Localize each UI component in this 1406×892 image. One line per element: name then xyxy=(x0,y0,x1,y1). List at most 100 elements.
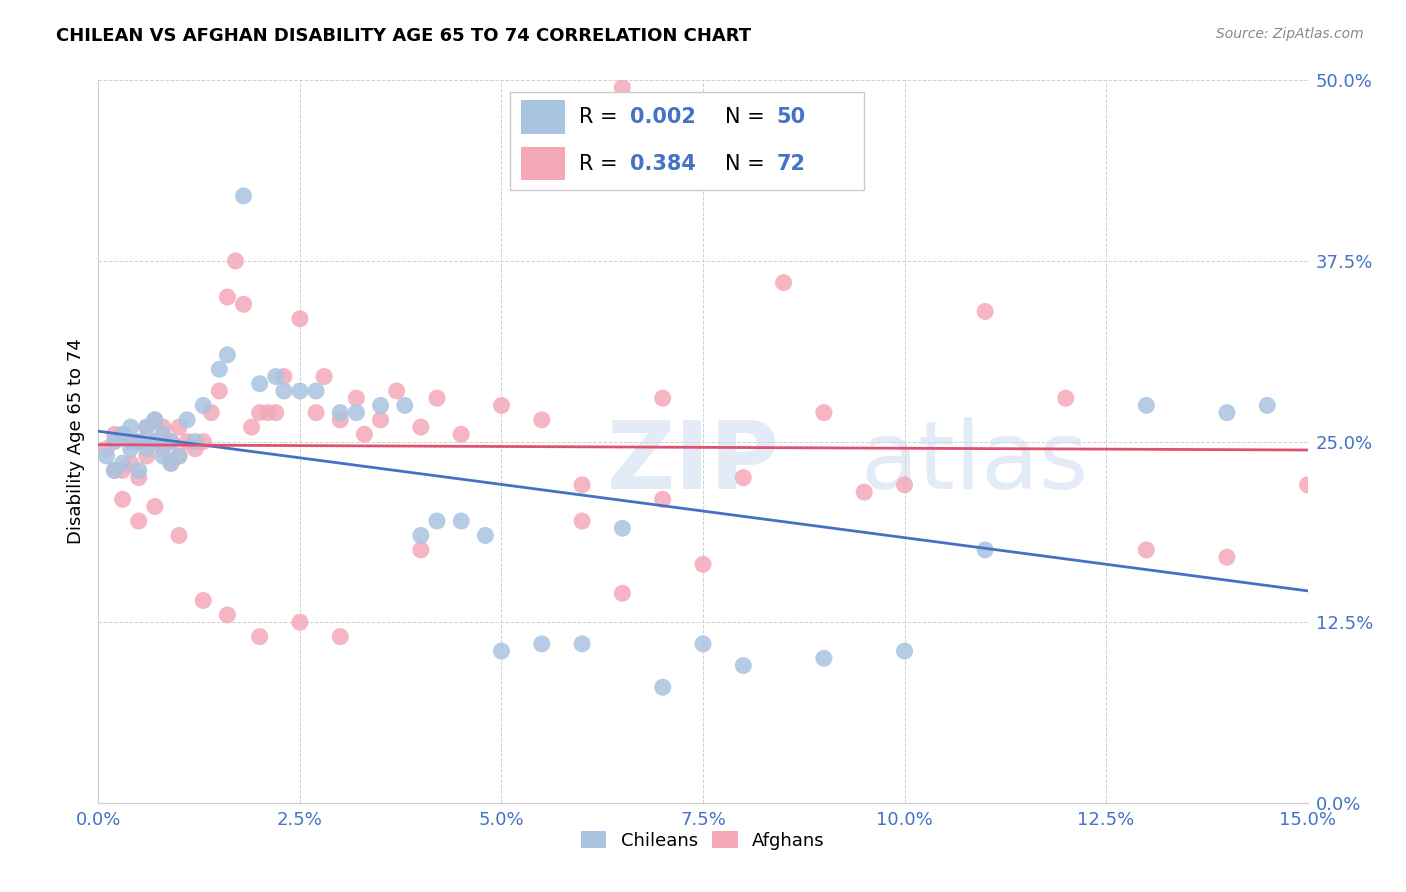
Bar xyxy=(520,101,565,135)
Point xyxy=(111,427,134,442)
Text: 50: 50 xyxy=(776,107,806,128)
Point xyxy=(200,406,222,420)
Point xyxy=(217,607,239,622)
Point xyxy=(1216,406,1239,420)
Point xyxy=(426,391,449,405)
Point xyxy=(160,434,183,449)
Text: CHILEAN VS AFGHAN DISABILITY AGE 65 TO 74 CORRELATION CHART: CHILEAN VS AFGHAN DISABILITY AGE 65 TO 7… xyxy=(56,27,751,45)
Y-axis label: Disability Age 65 to 74: Disability Age 65 to 74 xyxy=(66,339,84,544)
Point xyxy=(111,427,134,442)
Point xyxy=(160,434,183,449)
Point xyxy=(474,528,496,542)
Legend: Chileans, Afghans: Chileans, Afghans xyxy=(572,822,834,859)
Point xyxy=(176,434,198,449)
Point xyxy=(103,463,125,477)
Point xyxy=(167,449,190,463)
Point xyxy=(974,542,997,557)
Point xyxy=(240,420,263,434)
Point xyxy=(135,420,157,434)
Point xyxy=(176,413,198,427)
Point xyxy=(167,449,190,463)
Point xyxy=(193,593,215,607)
Text: N =: N = xyxy=(725,107,772,128)
Text: ZIP: ZIP xyxy=(606,417,779,509)
Point xyxy=(135,420,157,434)
Point xyxy=(167,420,190,434)
Point xyxy=(394,398,416,412)
Point xyxy=(96,442,118,456)
Point xyxy=(152,449,174,463)
Text: 72: 72 xyxy=(776,153,806,174)
Point xyxy=(128,434,150,449)
Point xyxy=(426,514,449,528)
Point xyxy=(450,427,472,442)
Point xyxy=(208,362,231,376)
Point xyxy=(135,449,157,463)
Point xyxy=(530,413,553,427)
Point xyxy=(305,384,328,398)
Point xyxy=(612,586,634,600)
Point xyxy=(305,406,328,420)
Point xyxy=(111,456,134,470)
Point xyxy=(329,630,352,644)
Point xyxy=(733,658,755,673)
Point xyxy=(813,651,835,665)
Point xyxy=(143,500,166,514)
Point xyxy=(344,406,367,420)
Point xyxy=(273,384,295,398)
Point xyxy=(128,470,150,484)
Text: 0.384: 0.384 xyxy=(630,153,696,174)
Point xyxy=(409,420,432,434)
Point xyxy=(160,456,183,470)
Point xyxy=(1054,391,1077,405)
Point xyxy=(571,514,593,528)
Point xyxy=(120,434,142,449)
Point xyxy=(288,384,311,398)
Point xyxy=(329,406,352,420)
Point xyxy=(692,558,714,572)
Point xyxy=(370,398,392,412)
Point xyxy=(111,463,134,477)
Point xyxy=(103,463,125,477)
Point xyxy=(1135,542,1157,557)
Point xyxy=(232,189,254,203)
Text: 0.002: 0.002 xyxy=(630,107,696,128)
Text: Source: ZipAtlas.com: Source: ZipAtlas.com xyxy=(1216,27,1364,41)
Point xyxy=(733,470,755,484)
Bar xyxy=(520,146,565,180)
Point xyxy=(450,514,472,528)
Point xyxy=(120,456,142,470)
Point xyxy=(120,442,142,456)
Point xyxy=(344,391,367,405)
Point xyxy=(651,492,673,507)
Point xyxy=(160,456,183,470)
Point xyxy=(135,442,157,456)
Point xyxy=(217,348,239,362)
Point xyxy=(264,406,287,420)
Point xyxy=(491,398,513,412)
Point xyxy=(143,413,166,427)
Point xyxy=(103,427,125,442)
Point xyxy=(329,413,352,427)
Point xyxy=(143,434,166,449)
Point xyxy=(217,290,239,304)
Text: R =: R = xyxy=(579,153,624,174)
Text: atlas: atlas xyxy=(860,417,1088,509)
Text: R =: R = xyxy=(579,107,624,128)
Point xyxy=(288,615,311,630)
Point xyxy=(893,478,915,492)
Point xyxy=(96,449,118,463)
Point xyxy=(143,434,166,449)
Point xyxy=(103,434,125,449)
Point xyxy=(651,680,673,694)
Point xyxy=(893,644,915,658)
Point xyxy=(1256,398,1278,412)
FancyBboxPatch shape xyxy=(510,92,865,190)
Text: N =: N = xyxy=(725,153,772,174)
Point xyxy=(813,406,835,420)
Point xyxy=(184,442,207,456)
Point xyxy=(1216,550,1239,565)
Point xyxy=(491,644,513,658)
Point xyxy=(772,276,794,290)
Point xyxy=(193,434,215,449)
